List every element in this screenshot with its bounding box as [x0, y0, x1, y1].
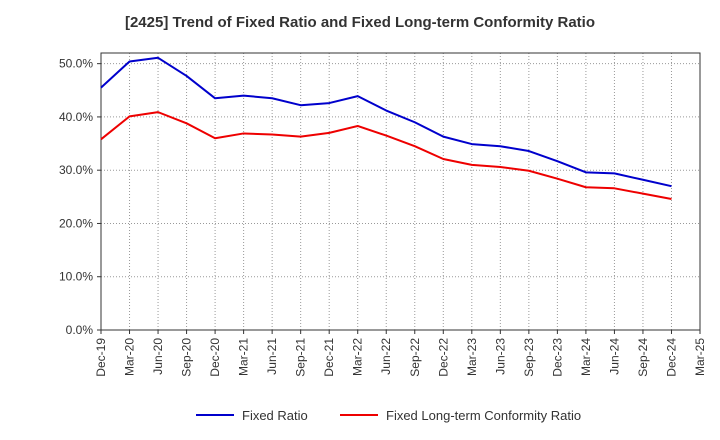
legend-label: Fixed Ratio [242, 408, 308, 423]
series-line [100, 111, 672, 200]
legend: Fixed Ratio Fixed Long-term Conformity Ra… [196, 408, 581, 423]
grid-layer [101, 53, 700, 330]
x-tick-label: Jun-24 [607, 338, 621, 375]
series-layer [100, 56, 672, 200]
x-tick-label: Jun-22 [379, 338, 393, 375]
x-tick-label: Sep-20 [180, 338, 194, 377]
x-tick-label: Sep-23 [522, 338, 536, 377]
x-tick-label: Jun-21 [265, 338, 279, 375]
x-tick-label: Mar-22 [351, 338, 365, 376]
x-tick-label: Mar-25 [693, 338, 707, 376]
x-tick-label: Jun-23 [493, 338, 507, 375]
x-tick-label: Dec-22 [436, 338, 450, 377]
x-tick-label: Dec-21 [322, 338, 336, 377]
y-tick-label: 20.0% [59, 216, 93, 230]
x-tick-label: Mar-20 [123, 338, 137, 376]
x-tick-label: Dec-20 [208, 338, 222, 377]
chart-title: [2425] Trend of Fixed Ratio and Fixed Lo… [124, 14, 596, 31]
y-tick-label: 10.0% [59, 270, 93, 284]
x-tick-label: Sep-24 [636, 338, 650, 377]
y-tick-label: 0.0% [66, 323, 94, 337]
x-tick-label: Sep-21 [294, 338, 308, 377]
x-tick-label: Mar-24 [579, 338, 593, 376]
legend-label: Fixed Long-term Conformity Ratio [386, 408, 581, 423]
y-tick-label: 40.0% [59, 110, 93, 124]
x-tick-label: Dec-23 [550, 338, 564, 377]
x-tick-label: Sep-22 [408, 338, 422, 377]
axis-layer: 0.0% 10.0% 20.0% 30.0% 40.0% 50.0% Dec-19 Mar-2… [59, 52, 707, 377]
y-tick-label: 30.0% [59, 163, 93, 177]
x-tick-label: Dec-24 [664, 338, 678, 377]
series-line [100, 56, 672, 188]
y-tick-label: 50.0% [59, 57, 93, 71]
x-tick-label: Mar-23 [465, 338, 479, 376]
x-tick-label: Dec-19 [94, 338, 108, 377]
plot-frame [100, 52, 701, 331]
x-tick-label: Mar-21 [237, 338, 251, 376]
x-tick-label: Jun-20 [151, 338, 165, 375]
